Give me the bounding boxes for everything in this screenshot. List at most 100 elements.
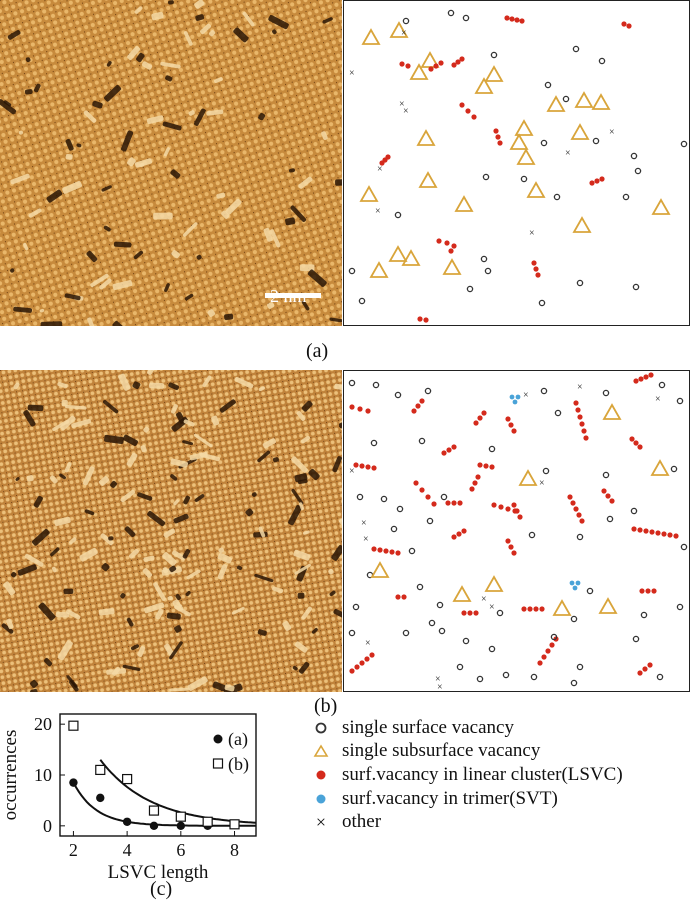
stm-defect-blob [160, 61, 181, 69]
lsvc-marker [643, 374, 649, 380]
surface-vacancy-marker [658, 381, 666, 389]
subsurface-vacancy-marker [370, 561, 390, 578]
stm-defect-blob [25, 57, 31, 63]
lsvc-marker [415, 403, 421, 409]
stm-defect-blob [62, 181, 83, 194]
subsurface-vacancy-marker [574, 91, 594, 108]
lsvc-marker [573, 506, 579, 512]
lsvc-marker [497, 140, 503, 146]
lsvc-marker [649, 529, 655, 535]
stm-defect-blob [294, 563, 311, 575]
fit-curve-a [72, 782, 256, 827]
lsvc-marker [599, 176, 605, 182]
stm-defect-blob [49, 475, 58, 484]
surface-vacancy-marker [456, 663, 464, 671]
stm-defect-blob [24, 553, 44, 567]
subsurface-vacancy-marker [401, 249, 421, 266]
lsvc-marker [567, 494, 573, 500]
surface-vacancy-marker [488, 445, 496, 453]
stm-defects-a [0, 0, 342, 326]
lsvc-marker [451, 62, 457, 68]
other-defect-marker: × [361, 518, 367, 529]
stm-defect-blob [296, 411, 306, 421]
stm-defect-blob [142, 568, 153, 578]
surface-vacancy-marker [356, 493, 364, 501]
stm-defect-blob [195, 14, 205, 21]
stm-defect-blob [52, 566, 57, 573]
surface-vacancy-marker [502, 671, 510, 679]
surface-vacancy-marker [606, 515, 614, 523]
subsurface-vacancy-marker [602, 403, 622, 420]
lsvc-marker [451, 500, 457, 506]
lsvc-marker [531, 260, 537, 266]
lsvc-marker [419, 487, 425, 493]
lsvc-marker [411, 408, 417, 414]
lsvc-marker [423, 317, 429, 323]
stm-defect-blob [258, 112, 266, 121]
stm-defect-blob [217, 553, 233, 564]
stm-defect-blob [60, 415, 76, 431]
stm-defect-blob [299, 264, 315, 272]
lsvc-marker [637, 444, 643, 450]
y-axis-label: occurrences [0, 730, 21, 821]
stm-defect-blob [103, 225, 111, 232]
stm-defect-blob [104, 85, 122, 102]
lsvc-marker [419, 398, 425, 404]
stm-defect-blob [153, 212, 173, 220]
point-series-b [148, 805, 160, 816]
lsvc-marker [493, 128, 499, 134]
surface-vacancy-marker [438, 627, 446, 635]
surface-vacancy-marker [562, 95, 570, 103]
stm-defect-blob [163, 147, 170, 157]
svt-marker [569, 580, 575, 586]
legend-single-surface: single surface vacancy [312, 716, 514, 740]
lsvc-marker [508, 422, 514, 428]
surface-vacancy-marker [572, 45, 580, 53]
legend-svt: surf.vacancy in trimer(SVT) [312, 787, 558, 811]
subsurface-vacancy-marker [518, 469, 538, 486]
stm-defect-blob [164, 283, 170, 292]
stm-defect-blob [194, 108, 206, 126]
subsurface-vacancy-marker [452, 585, 472, 602]
stm-defect-blob [268, 15, 289, 30]
stm-defect-blob [193, 433, 213, 448]
subsurface-vacancy-marker [552, 599, 572, 616]
stm-defect-blob [122, 434, 138, 446]
point-series-b [68, 720, 79, 731]
lsvc-marker [353, 462, 359, 468]
lsvc-marker [509, 16, 515, 22]
lsvc-marker [621, 21, 627, 27]
stm-defect-blob [143, 426, 150, 433]
lsvc-marker [673, 533, 679, 539]
surface-vacancy-marker [602, 389, 610, 397]
stm-defect-blob [65, 154, 73, 160]
stm-defect-blob [184, 293, 194, 301]
lsvc-marker [461, 610, 467, 616]
lsvc-marker [535, 272, 541, 278]
lsvc-marker [637, 527, 643, 533]
lsvc-marker [365, 464, 371, 470]
stm-defect-blob [254, 573, 274, 583]
point-series-b [202, 816, 213, 827]
surface-vacancy-marker [426, 517, 434, 525]
lsvc-marker [629, 436, 635, 442]
stm-defect-blob [224, 684, 235, 692]
subsurface-vacancy-marker [516, 148, 536, 165]
stm-defect-blob [65, 138, 74, 151]
lsvc-marker [645, 588, 651, 594]
stm-defect-blob [128, 549, 139, 559]
surface-vacancy-marker [484, 267, 492, 275]
subsurface-vacancy-marker [570, 123, 590, 140]
lsvc-marker [549, 642, 555, 648]
stm-defect-blob [267, 302, 275, 309]
surface-vacancy-marker [570, 679, 578, 687]
subsurface-vacancy-marker [369, 261, 389, 278]
stm-defect-blob [100, 533, 114, 546]
other-defect-marker: × [349, 68, 355, 79]
surface-vacancy-marker [418, 437, 426, 445]
legend-marker-b [212, 758, 224, 769]
stm-defect-blob [169, 687, 190, 692]
surface-vacancy-marker [440, 493, 448, 501]
stm-texture-a [0, 0, 342, 326]
lsvc-marker [377, 547, 383, 553]
